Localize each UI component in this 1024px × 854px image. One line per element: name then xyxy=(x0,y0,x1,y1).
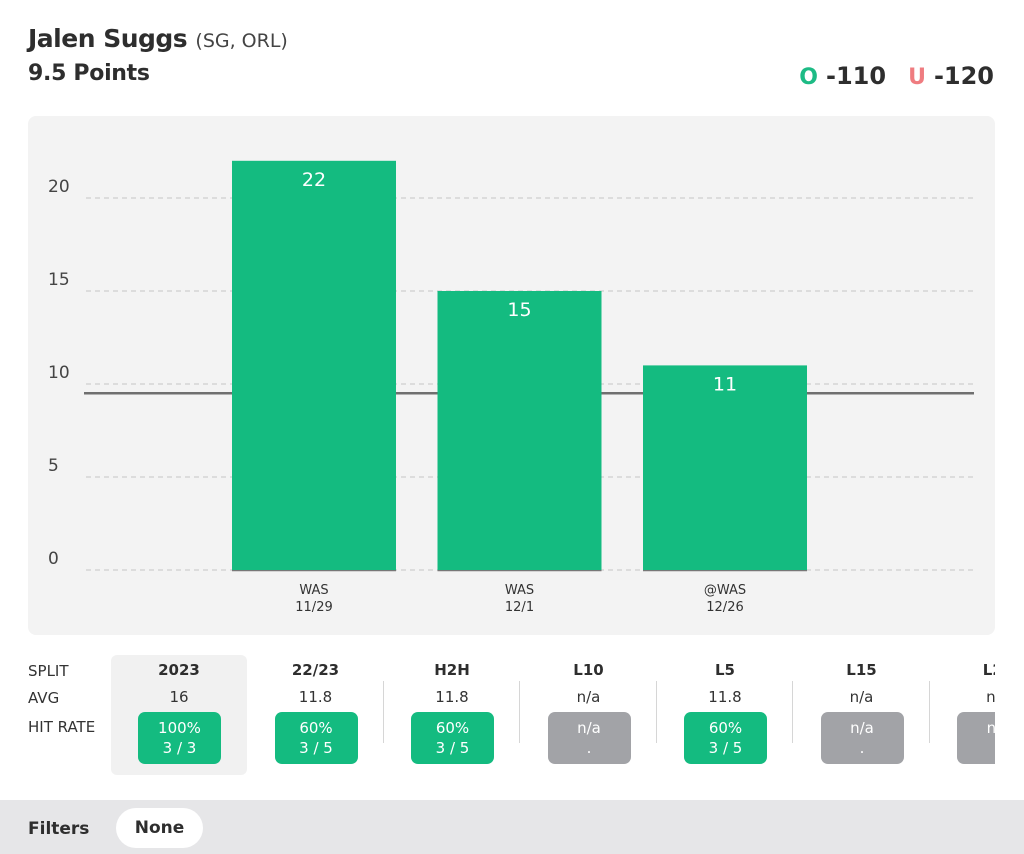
hit-rate-record: 3 / 5 xyxy=(435,739,470,757)
over-odds-button[interactable]: O -110 xyxy=(799,62,886,90)
bar xyxy=(437,291,602,570)
over-odds-value: -110 xyxy=(826,62,887,90)
filters-none-button[interactable]: None xyxy=(116,808,203,848)
under-tag: U xyxy=(908,65,926,90)
split-column[interactable]: L15 n/a n/a. xyxy=(794,655,930,775)
column-divider xyxy=(655,681,657,743)
x-tick-opponent: @WAS xyxy=(704,583,746,598)
filters-label: Filters xyxy=(28,819,90,839)
split-name: L20 xyxy=(982,661,995,679)
hit-rate-record: 3 / 5 xyxy=(708,739,743,757)
split-column[interactable]: L10 n/a n/a. xyxy=(521,655,657,775)
hit-rate-badge: n/a. xyxy=(957,712,995,764)
y-tick-label: 10 xyxy=(48,363,70,383)
prop-header: Jalen Suggs (SG, ORL) 9.5 Points O -110 … xyxy=(28,24,994,104)
split-name: L15 xyxy=(846,661,877,679)
x-tick-date: 11/29 xyxy=(295,600,332,615)
split-name: L10 xyxy=(573,661,604,679)
hit-rate-percent: n/a xyxy=(577,719,601,737)
x-tick-opponent: WAS xyxy=(505,583,534,598)
column-divider xyxy=(382,681,384,743)
hit-rate-record: 3 / 5 xyxy=(299,739,333,757)
x-tick-date: 12/26 xyxy=(706,600,743,615)
split-avg: n/a xyxy=(576,688,601,706)
bar-value-label: 11 xyxy=(713,373,737,395)
over-tag: O xyxy=(799,65,818,90)
avg-row-label: AVG xyxy=(28,689,60,707)
split-avg: 11.8 xyxy=(298,688,333,706)
y-tick-label: 0 xyxy=(48,549,59,569)
hit-rate-percent: 100% xyxy=(158,719,201,737)
splits-table: SPLIT AVG HIT RATE 2023 16 100% 3 / 3 22/23 1… xyxy=(28,655,995,780)
player-position-team: (SG, ORL) xyxy=(195,30,288,52)
y-tick-label: 15 xyxy=(48,270,70,290)
split-avg: 11.8 xyxy=(435,688,469,706)
split-column[interactable]: H2H 11.8 60% 3 / 5 xyxy=(384,655,520,775)
odds-group: O -110 U -120 xyxy=(799,62,994,90)
hit-rate-badge: n/a. xyxy=(820,712,904,764)
split-avg: n/a xyxy=(849,688,874,706)
player-title: Jalen Suggs (SG, ORL) xyxy=(28,24,994,53)
hit-rate-record: . xyxy=(586,739,592,757)
bar xyxy=(232,160,396,571)
split-name: L5 xyxy=(715,661,735,679)
hit-rate-percent: 60% xyxy=(299,719,333,737)
split-avg: n/a xyxy=(986,688,995,706)
column-divider xyxy=(519,681,520,743)
x-tick-date: 12/1 xyxy=(505,600,534,615)
hit-rate-percent: 60% xyxy=(435,719,470,737)
hit-rate-badge: 60% 3 / 5 xyxy=(684,712,767,764)
bar-value-label: 22 xyxy=(302,169,326,191)
bar-value-label: 15 xyxy=(507,299,531,321)
hit-rate-percent: n/a xyxy=(986,719,995,737)
split-avg: 16 xyxy=(169,688,189,706)
hit-rate-percent: 60% xyxy=(708,719,743,737)
hit-rate-percent: n/a xyxy=(850,719,874,737)
bar-chart-svg: 0 5 10 15 20 WAS 11/29 WAS 12/1 @WAS 12/26 22 15 11 xyxy=(48,160,974,615)
split-column[interactable]: L20n/an/a. xyxy=(930,655,995,775)
game-log-chart: 0 5 10 15 20 WAS 11/29 WAS 12/1 @WAS 12/26 22 15 11 xyxy=(28,116,995,635)
bar xyxy=(643,365,807,570)
x-tick-opponent: WAS xyxy=(299,583,328,598)
y-tick-label: 5 xyxy=(48,456,59,476)
player-name: Jalen Suggs xyxy=(28,24,188,53)
split-column[interactable]: 2023 16 100% 3 / 3 xyxy=(111,655,247,775)
split-name: 2023 xyxy=(158,661,200,679)
under-odds-button[interactable]: U -120 xyxy=(908,62,994,90)
split-column[interactable]: L5 11.8 60% 3 / 5 xyxy=(657,655,793,775)
column-divider xyxy=(928,681,930,743)
split-name: 22/23 xyxy=(291,661,340,679)
y-tick-label: 20 xyxy=(48,177,70,197)
hit-rate-record: 3 / 3 xyxy=(162,739,197,757)
split-name: H2H xyxy=(434,661,470,679)
hit-rate-record: . xyxy=(859,739,865,757)
hit-rate-badge: 100% 3 / 3 xyxy=(138,712,221,764)
split-row-label: SPLIT xyxy=(28,662,69,680)
hit-rate-badge: n/a. xyxy=(547,712,631,764)
hit-rate-badge: 60% 3 / 5 xyxy=(274,712,358,764)
split-avg: 11.8 xyxy=(708,688,742,706)
prop-line: 9.5 Points xyxy=(28,61,150,86)
under-odds-value: -120 xyxy=(933,62,994,90)
filters-bar: Filters None xyxy=(0,800,1024,854)
split-column[interactable]: 22/23 11.8 60% 3 / 5 xyxy=(248,655,384,775)
column-divider xyxy=(792,681,793,743)
hit-rate-badge: 60% 3 / 5 xyxy=(411,712,494,764)
hit-rate-row-label: HIT RATE xyxy=(28,718,96,736)
